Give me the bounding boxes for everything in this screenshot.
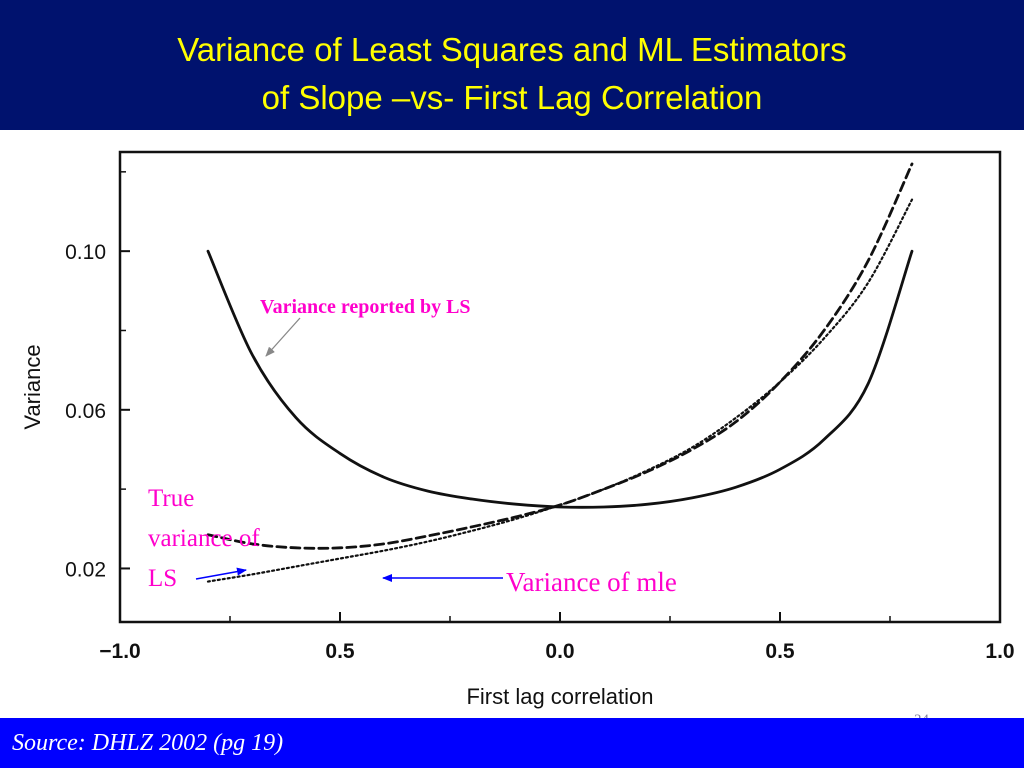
x-tick-label: −1.0 <box>99 640 140 663</box>
chart-area: −1.0 0.5 0.0 0.5 1.0 0.02 0.06 0.10 First lag … <box>0 130 1024 718</box>
series-line-solid <box>206 249 914 509</box>
series-line-dotted <box>206 198 914 583</box>
x-axis-ticks: −1.0 0.5 0.0 0.5 1.0 <box>99 612 1015 663</box>
slide-title-line-1: Variance of Least Squares and ML Estimat… <box>177 31 847 68</box>
series-layer <box>206 162 914 583</box>
y-tick-label: 0.06 <box>65 400 106 423</box>
annotation-true-variance-line-3: LS <box>148 565 177 592</box>
y-tick-label: 0.10 <box>65 241 106 264</box>
x-tick-label: 1.0 <box>985 640 1014 663</box>
annotation-ls-reported-arrow <box>265 317 301 357</box>
annotation-true-variance-line-1: True <box>148 485 194 512</box>
y-tick-label: 0.02 <box>65 558 106 581</box>
x-axis-label: First lag correlation <box>466 684 653 709</box>
y-axis-ticks: 0.02 0.06 0.10 <box>65 171 130 581</box>
annotation-true-variance-arrow <box>195 567 247 580</box>
source-citation: Source: DHLZ 2002 (pg 19) <box>12 730 284 756</box>
annotation-ls-reported: Variance reported by LS <box>260 296 471 318</box>
footer-bar: Source: DHLZ 2002 (pg 19) <box>0 718 1024 768</box>
x-tick-label: 0.0 <box>545 640 574 663</box>
x-tick-label: 0.5 <box>765 640 795 663</box>
y-axis-label: Variance <box>20 344 45 429</box>
annotation-mle: Variance of mle <box>506 567 677 597</box>
annotation-true-variance-line-2: variance of <box>148 525 260 552</box>
slide-title-line-2: of Slope –vs- First Lag Correlation <box>261 79 763 116</box>
x-tick-label: 0.5 <box>325 640 355 663</box>
variance-chart: −1.0 0.5 0.0 0.5 1.0 0.02 0.06 0.10 First lag … <box>20 150 1015 709</box>
title-bar: Variance of Least Squares and ML Estimat… <box>0 0 1024 130</box>
